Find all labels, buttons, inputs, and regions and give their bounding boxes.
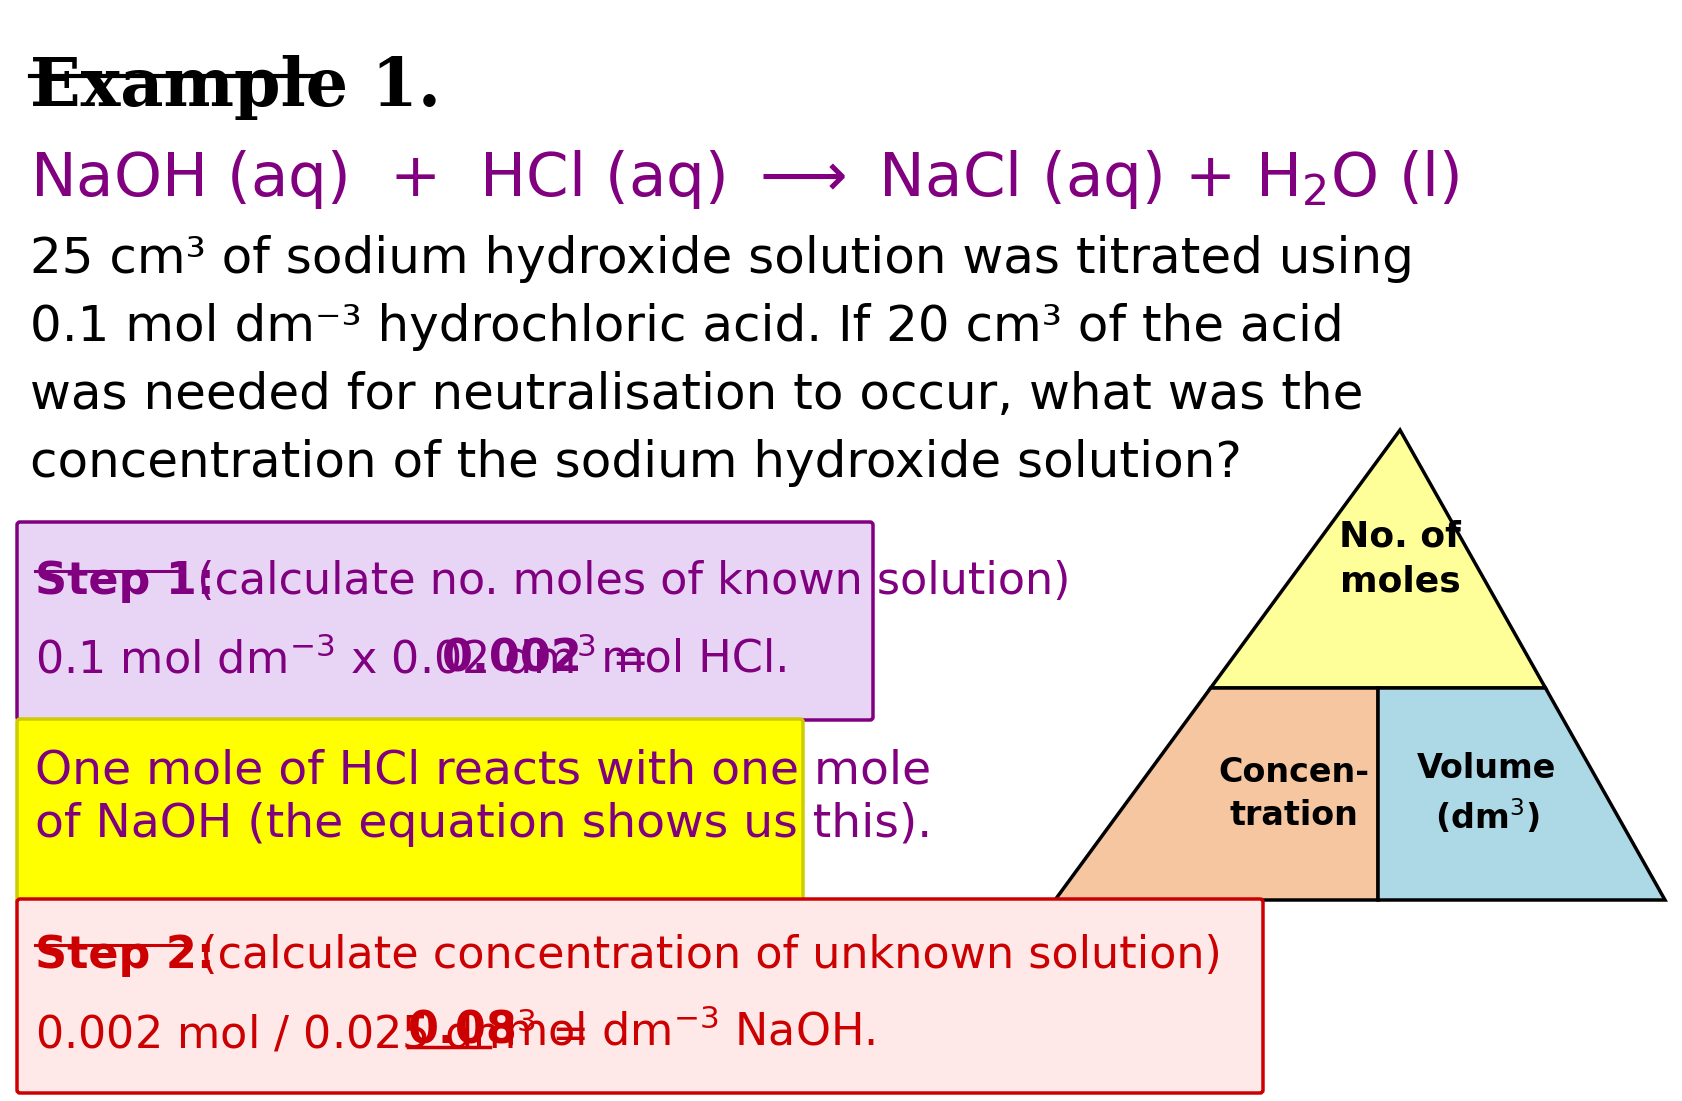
Polygon shape [1378, 688, 1665, 900]
Text: Concen-
tration: Concen- tration [1219, 755, 1369, 832]
Text: NaOH (aq)  +  HCl (aq) $\longrightarrow$ NaCl (aq) + H$_2$O (l): NaOH (aq) + HCl (aq) $\longrightarrow$ N… [30, 148, 1460, 211]
FancyBboxPatch shape [17, 719, 802, 903]
Polygon shape [1211, 430, 1546, 688]
Text: mol dm$^{-3}$ NaOH.: mol dm$^{-3}$ NaOH. [489, 1010, 875, 1055]
Text: 0.08: 0.08 [409, 1010, 518, 1053]
Text: 0.1 mol dm$^{-3}$ x 0.02 dm$^3$ =: 0.1 mol dm$^{-3}$ x 0.02 dm$^3$ = [35, 637, 651, 683]
Polygon shape [1055, 688, 1378, 900]
Text: 25 cm³ of sodium hydroxide solution was titrated using: 25 cm³ of sodium hydroxide solution was … [30, 235, 1415, 283]
Text: of NaOH (the equation shows us this).: of NaOH (the equation shows us this). [35, 802, 932, 847]
Text: mol HCl.: mol HCl. [574, 637, 789, 682]
Text: One mole of HCl reacts with one mole: One mole of HCl reacts with one mole [35, 748, 932, 793]
Text: Example 1.: Example 1. [30, 55, 441, 120]
FancyBboxPatch shape [17, 900, 1263, 1093]
Text: concentration of the sodium hydroxide solution?: concentration of the sodium hydroxide so… [30, 439, 1241, 487]
Text: 0.002 mol / 0.025 dm$^3$ =: 0.002 mol / 0.025 dm$^3$ = [35, 1010, 590, 1058]
Text: 0.1 mol dm⁻³ hydrochloric acid. If 20 cm³ of the acid: 0.1 mol dm⁻³ hydrochloric acid. If 20 cm… [30, 303, 1344, 351]
Text: Step 1:: Step 1: [35, 560, 215, 603]
Text: was needed for neutralisation to occur, what was the: was needed for neutralisation to occur, … [30, 371, 1364, 419]
Text: (calculate no. moles of known solution): (calculate no. moles of known solution) [183, 560, 1070, 603]
Text: 0.002: 0.002 [442, 637, 584, 682]
Text: Volume
(dm$^3$): Volume (dm$^3$) [1416, 752, 1556, 837]
Text: Step 2:: Step 2: [35, 934, 215, 977]
FancyBboxPatch shape [17, 522, 873, 720]
Text: (calculate concentration of unknown solution): (calculate concentration of unknown solu… [187, 934, 1221, 977]
Text: No. of
moles: No. of moles [1339, 520, 1462, 599]
